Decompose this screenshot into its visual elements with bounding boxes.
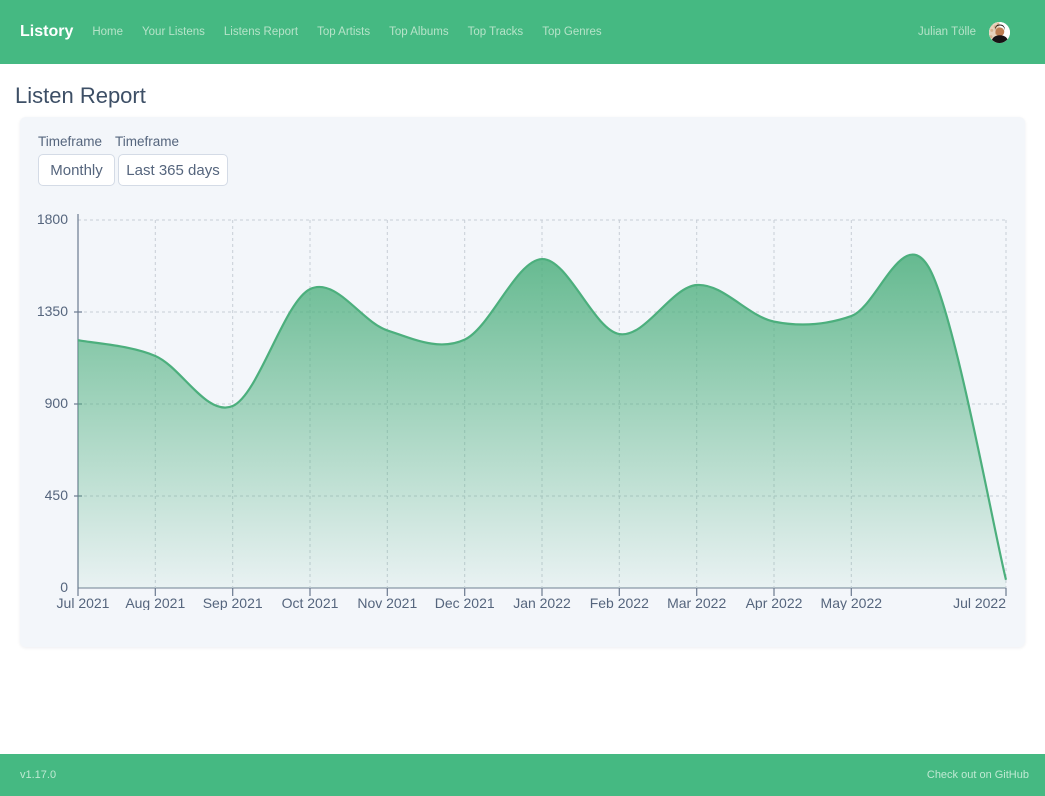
svg-text:1800: 1800 bbox=[37, 211, 68, 227]
svg-text:Jul 2021: Jul 2021 bbox=[57, 595, 110, 610]
svg-text:Dec 2021: Dec 2021 bbox=[435, 595, 495, 610]
svg-text:Feb 2022: Feb 2022 bbox=[590, 595, 649, 610]
svg-text:Aug 2021: Aug 2021 bbox=[125, 595, 185, 610]
svg-text:Oct 2021: Oct 2021 bbox=[282, 595, 339, 610]
svg-text:Jul 2022: Jul 2022 bbox=[953, 595, 1006, 610]
svg-text:Jan 2022: Jan 2022 bbox=[513, 595, 571, 610]
svg-text:Apr 2022: Apr 2022 bbox=[746, 595, 803, 610]
svg-text:Nov 2021: Nov 2021 bbox=[357, 595, 417, 610]
svg-text:0: 0 bbox=[60, 579, 68, 595]
svg-text:Sep 2021: Sep 2021 bbox=[203, 595, 263, 610]
svg-text:1350: 1350 bbox=[37, 303, 68, 319]
svg-text:900: 900 bbox=[45, 395, 69, 411]
svg-text:450: 450 bbox=[45, 487, 69, 503]
svg-text:May 2022: May 2022 bbox=[821, 595, 883, 610]
svg-text:Mar 2022: Mar 2022 bbox=[667, 595, 726, 610]
